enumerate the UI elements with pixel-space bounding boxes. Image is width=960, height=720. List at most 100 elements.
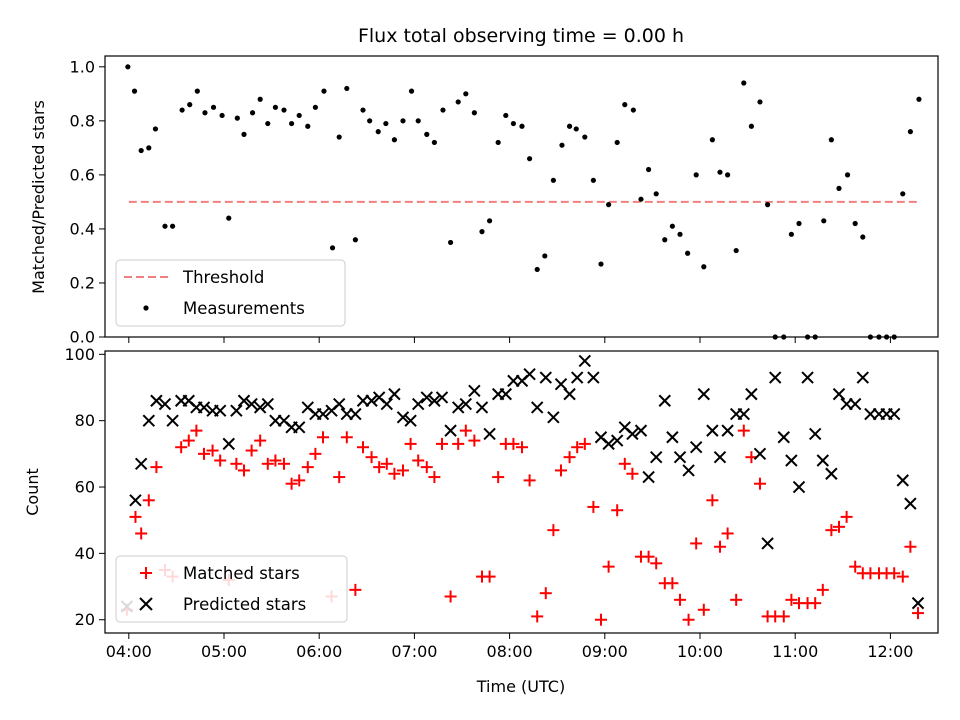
matched-star-point <box>277 457 290 470</box>
predicted-star-point <box>689 441 703 454</box>
measurement-point <box>424 131 430 137</box>
predicted-star-point <box>769 371 782 384</box>
matched-star-point <box>245 444 258 457</box>
predicted-star-point <box>129 494 142 507</box>
predicted-star-point <box>634 424 648 437</box>
predicted-star-point <box>428 394 441 407</box>
predicted-star-point <box>332 397 346 411</box>
matched-star-point <box>912 607 925 620</box>
matched-star-point <box>142 494 155 507</box>
measurement-point <box>431 139 437 146</box>
measurement-point <box>685 250 691 256</box>
measurement-point <box>796 220 802 227</box>
measurement-point <box>725 172 731 178</box>
measurement-point <box>146 145 152 151</box>
measurement-point <box>622 102 628 108</box>
measurement-point <box>900 191 906 197</box>
measurement-point <box>169 223 176 229</box>
predicted-star-point <box>673 450 687 464</box>
x-tick-label: 10:00 <box>677 642 723 661</box>
predicted-star-point <box>682 464 695 477</box>
legend-matched-label: Matched stars <box>183 564 300 583</box>
predicted-star-point <box>904 497 917 510</box>
matched-star-point <box>459 424 472 437</box>
measurement-point <box>717 169 723 175</box>
predicted-star-point <box>261 397 274 411</box>
matched-star-point <box>507 437 520 450</box>
predicted-star-point <box>197 401 211 414</box>
matched-star-point <box>896 570 909 583</box>
predicted-star-point <box>451 401 465 414</box>
matched-star-point <box>515 441 528 454</box>
measurement-point <box>534 266 540 273</box>
measurement-point <box>495 139 501 146</box>
measurement-point <box>305 123 311 129</box>
matched-star-point <box>340 431 353 444</box>
measurement-point <box>391 137 398 143</box>
legend-predicted-swatch <box>139 597 153 611</box>
top-legend: Threshold Measurements <box>115 259 346 327</box>
predicted-star-point <box>420 391 433 404</box>
measurement-point <box>844 172 851 178</box>
measurement-point <box>542 253 548 259</box>
measurement-point <box>336 134 342 140</box>
legend-measurements-swatch <box>143 305 149 311</box>
measurement-point <box>669 223 675 229</box>
x-tick-label: 09:00 <box>582 642 628 661</box>
matched-star-point <box>690 537 703 550</box>
top-plot-frame <box>104 55 939 338</box>
predicted-star-point <box>245 397 258 411</box>
matched-star-point <box>254 434 267 447</box>
predicted-star-point <box>721 424 734 437</box>
legend-matched-swatch <box>140 567 152 579</box>
matched-star-point <box>816 583 829 596</box>
matched-star-point <box>849 560 862 573</box>
x-tick-label: 05:00 <box>201 642 247 661</box>
predicted-star-point <box>848 397 862 411</box>
measurement-point <box>257 96 263 102</box>
measurement-point <box>606 202 612 208</box>
measurement-point <box>249 110 256 116</box>
measurement-point <box>860 234 866 240</box>
matched-star-point <box>888 567 901 580</box>
measurement-point <box>352 237 358 243</box>
bottom-legend: Matched stars Predicted stars <box>115 555 348 623</box>
matched-star-point <box>428 471 441 484</box>
measurement-point <box>138 147 144 154</box>
predicted-star-point <box>222 437 235 451</box>
predicted-star-point <box>777 431 790 444</box>
measurement-point <box>408 88 415 94</box>
x-tick-label: 04:00 <box>106 642 152 661</box>
measurement-point <box>693 172 699 178</box>
x-tick-label: 12:00 <box>867 642 913 661</box>
matched-star-point <box>666 577 679 590</box>
bottom-y-tick-label: 100 <box>64 345 95 364</box>
measurement-point <box>573 126 579 132</box>
predicted-star-point <box>570 371 584 384</box>
measurement-point <box>836 185 842 191</box>
predicted-star-point <box>349 407 362 421</box>
matched-star-point <box>578 437 591 450</box>
top-chart-title: Flux total observing time = 0.00 h <box>358 25 684 47</box>
measurement-point <box>162 223 168 229</box>
predicted-star-point <box>230 404 243 417</box>
matched-star-point <box>317 431 330 444</box>
measurement-point <box>741 80 747 86</box>
predicted-star-point <box>554 377 568 391</box>
measurement-point <box>559 142 565 148</box>
bottom-y-tick-label: 20 <box>75 610 95 629</box>
predicted-star-point <box>761 537 774 550</box>
matched-star-point <box>777 610 790 623</box>
x-tick-label: 06:00 <box>296 642 342 661</box>
measurement-point <box>645 166 652 173</box>
matched-star-point <box>150 461 163 474</box>
predicted-star-point <box>785 454 798 467</box>
matched-star-point <box>713 540 726 553</box>
top-y-tick-label: 1.0 <box>70 57 95 76</box>
measurement-point <box>526 156 533 162</box>
predicted-star-point <box>888 407 901 421</box>
measurement-point <box>479 229 485 235</box>
measurement-point <box>383 120 389 127</box>
matched-star-point <box>547 524 560 537</box>
matched-star-point <box>412 454 425 467</box>
